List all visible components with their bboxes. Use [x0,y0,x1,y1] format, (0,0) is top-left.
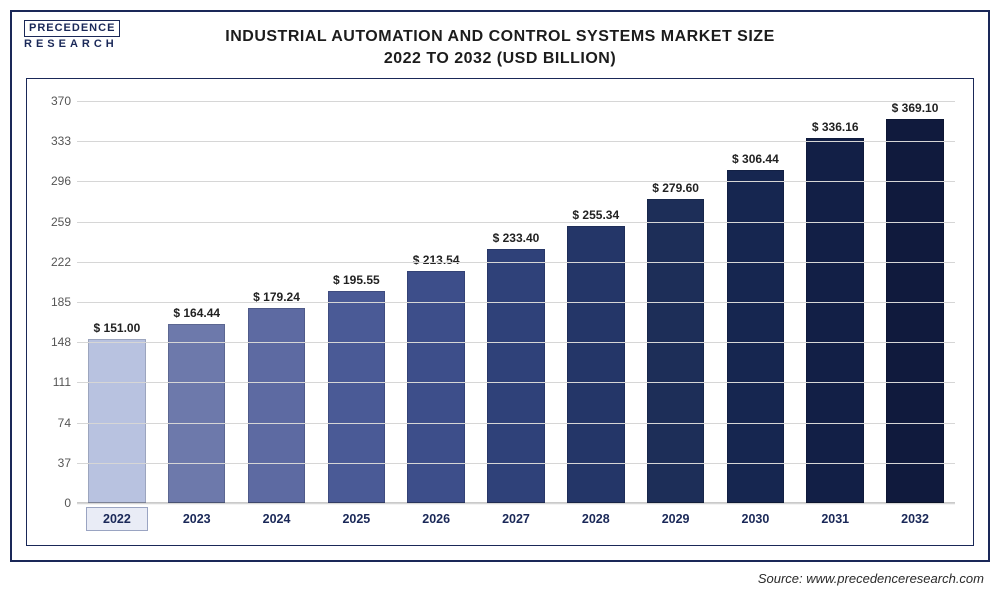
x-tick-cell: 2031 [795,507,875,537]
bar [647,199,704,503]
grid-line [77,141,955,142]
bar-value-label: $ 255.34 [572,208,619,222]
bar-value-label: $ 213.54 [413,253,460,267]
grid-line [77,181,955,182]
grid-line [77,342,955,343]
x-tick-cell: 2025 [316,507,396,537]
bar [168,324,225,503]
bar-value-label: $ 151.00 [94,321,141,335]
x-tick-cell: 2026 [396,507,476,537]
bar-value-label: $ 233.40 [493,231,540,245]
bar-value-label: $ 336.16 [812,120,859,134]
source-attribution: Source: www.precedenceresearch.com [758,571,984,586]
x-axis: 2022 2023 2024 2025 2026 2027 2028 2029 2030 2031… [77,507,955,537]
x-tick-cell: 2024 [237,507,317,537]
x-tick-label: 2024 [245,507,307,531]
bar [88,339,145,503]
title-line1: INDUSTRIAL AUTOMATION AND CONTROL SYSTEM… [12,26,988,48]
grid-line [77,262,955,263]
logo-line1: PRECEDENCE [24,20,120,37]
x-tick-cell: 2032 [875,507,955,537]
grid-line [77,463,955,464]
y-tick-label: 185 [51,295,71,309]
x-tick-label: 2029 [644,507,706,531]
grid-line [77,503,955,504]
x-tick-label: 2027 [485,507,547,531]
y-tick-label: 296 [51,174,71,188]
source-label: Source: www.precedenceresearch.com [758,571,984,586]
logo-line2: RESEARCH [24,38,120,51]
bar [487,249,544,503]
grid-line [77,302,955,303]
bar-value-label: $ 195.55 [333,273,380,287]
x-tick-label: 2031 [804,507,866,531]
x-tick-label: 2028 [565,507,627,531]
bar [727,170,784,503]
bar [886,119,943,503]
plot-area: $ 151.00$ 164.44$ 179.24$ 195.55$ 213.54… [77,101,955,503]
y-tick-label: 37 [58,456,71,470]
y-tick-label: 148 [51,335,71,349]
bar-value-label: $ 279.60 [652,181,699,195]
x-tick-label: 2026 [405,507,467,531]
outer-frame: PRECEDENCE RESEARCH INDUSTRIAL AUTOMATIO… [10,10,990,562]
bar-value-label: $ 369.10 [892,101,939,115]
x-tick-cell: 2028 [556,507,636,537]
x-tick-cell: 2027 [476,507,556,537]
bar [328,291,385,503]
y-tick-label: 111 [53,375,71,389]
title-line2: 2022 TO 2032 (USD BILLION) [12,48,988,70]
y-tick-label: 0 [64,496,71,510]
x-tick-label: 2030 [724,507,786,531]
bar [407,271,464,503]
chart-title: INDUSTRIAL AUTOMATION AND CONTROL SYSTEM… [12,12,988,69]
x-tick-label: 2022 [86,507,148,531]
x-tick-label: 2023 [166,507,228,531]
grid-line [77,423,955,424]
bar [806,138,863,503]
y-tick-label: 222 [51,255,71,269]
y-tick-label: 259 [51,215,71,229]
brand-logo: PRECEDENCE RESEARCH [24,20,120,51]
bar [567,226,624,503]
x-tick-label: 2025 [325,507,387,531]
grid-line [77,222,955,223]
bar-value-label: $ 164.44 [173,306,220,320]
x-tick-cell: 2023 [157,507,237,537]
y-tick-label: 370 [51,94,71,108]
grid-line [77,101,955,102]
x-tick-cell: 2022 [77,507,157,537]
x-tick-cell: 2029 [636,507,716,537]
grid-line [77,382,955,383]
x-tick-label: 2032 [884,507,946,531]
bar [248,308,305,503]
x-tick-cell: 2030 [716,507,796,537]
bar-value-label: $ 306.44 [732,152,779,166]
chart-frame: $ 151.00$ 164.44$ 179.24$ 195.55$ 213.54… [26,78,974,546]
y-tick-label: 333 [51,134,71,148]
y-tick-label: 74 [58,416,71,430]
